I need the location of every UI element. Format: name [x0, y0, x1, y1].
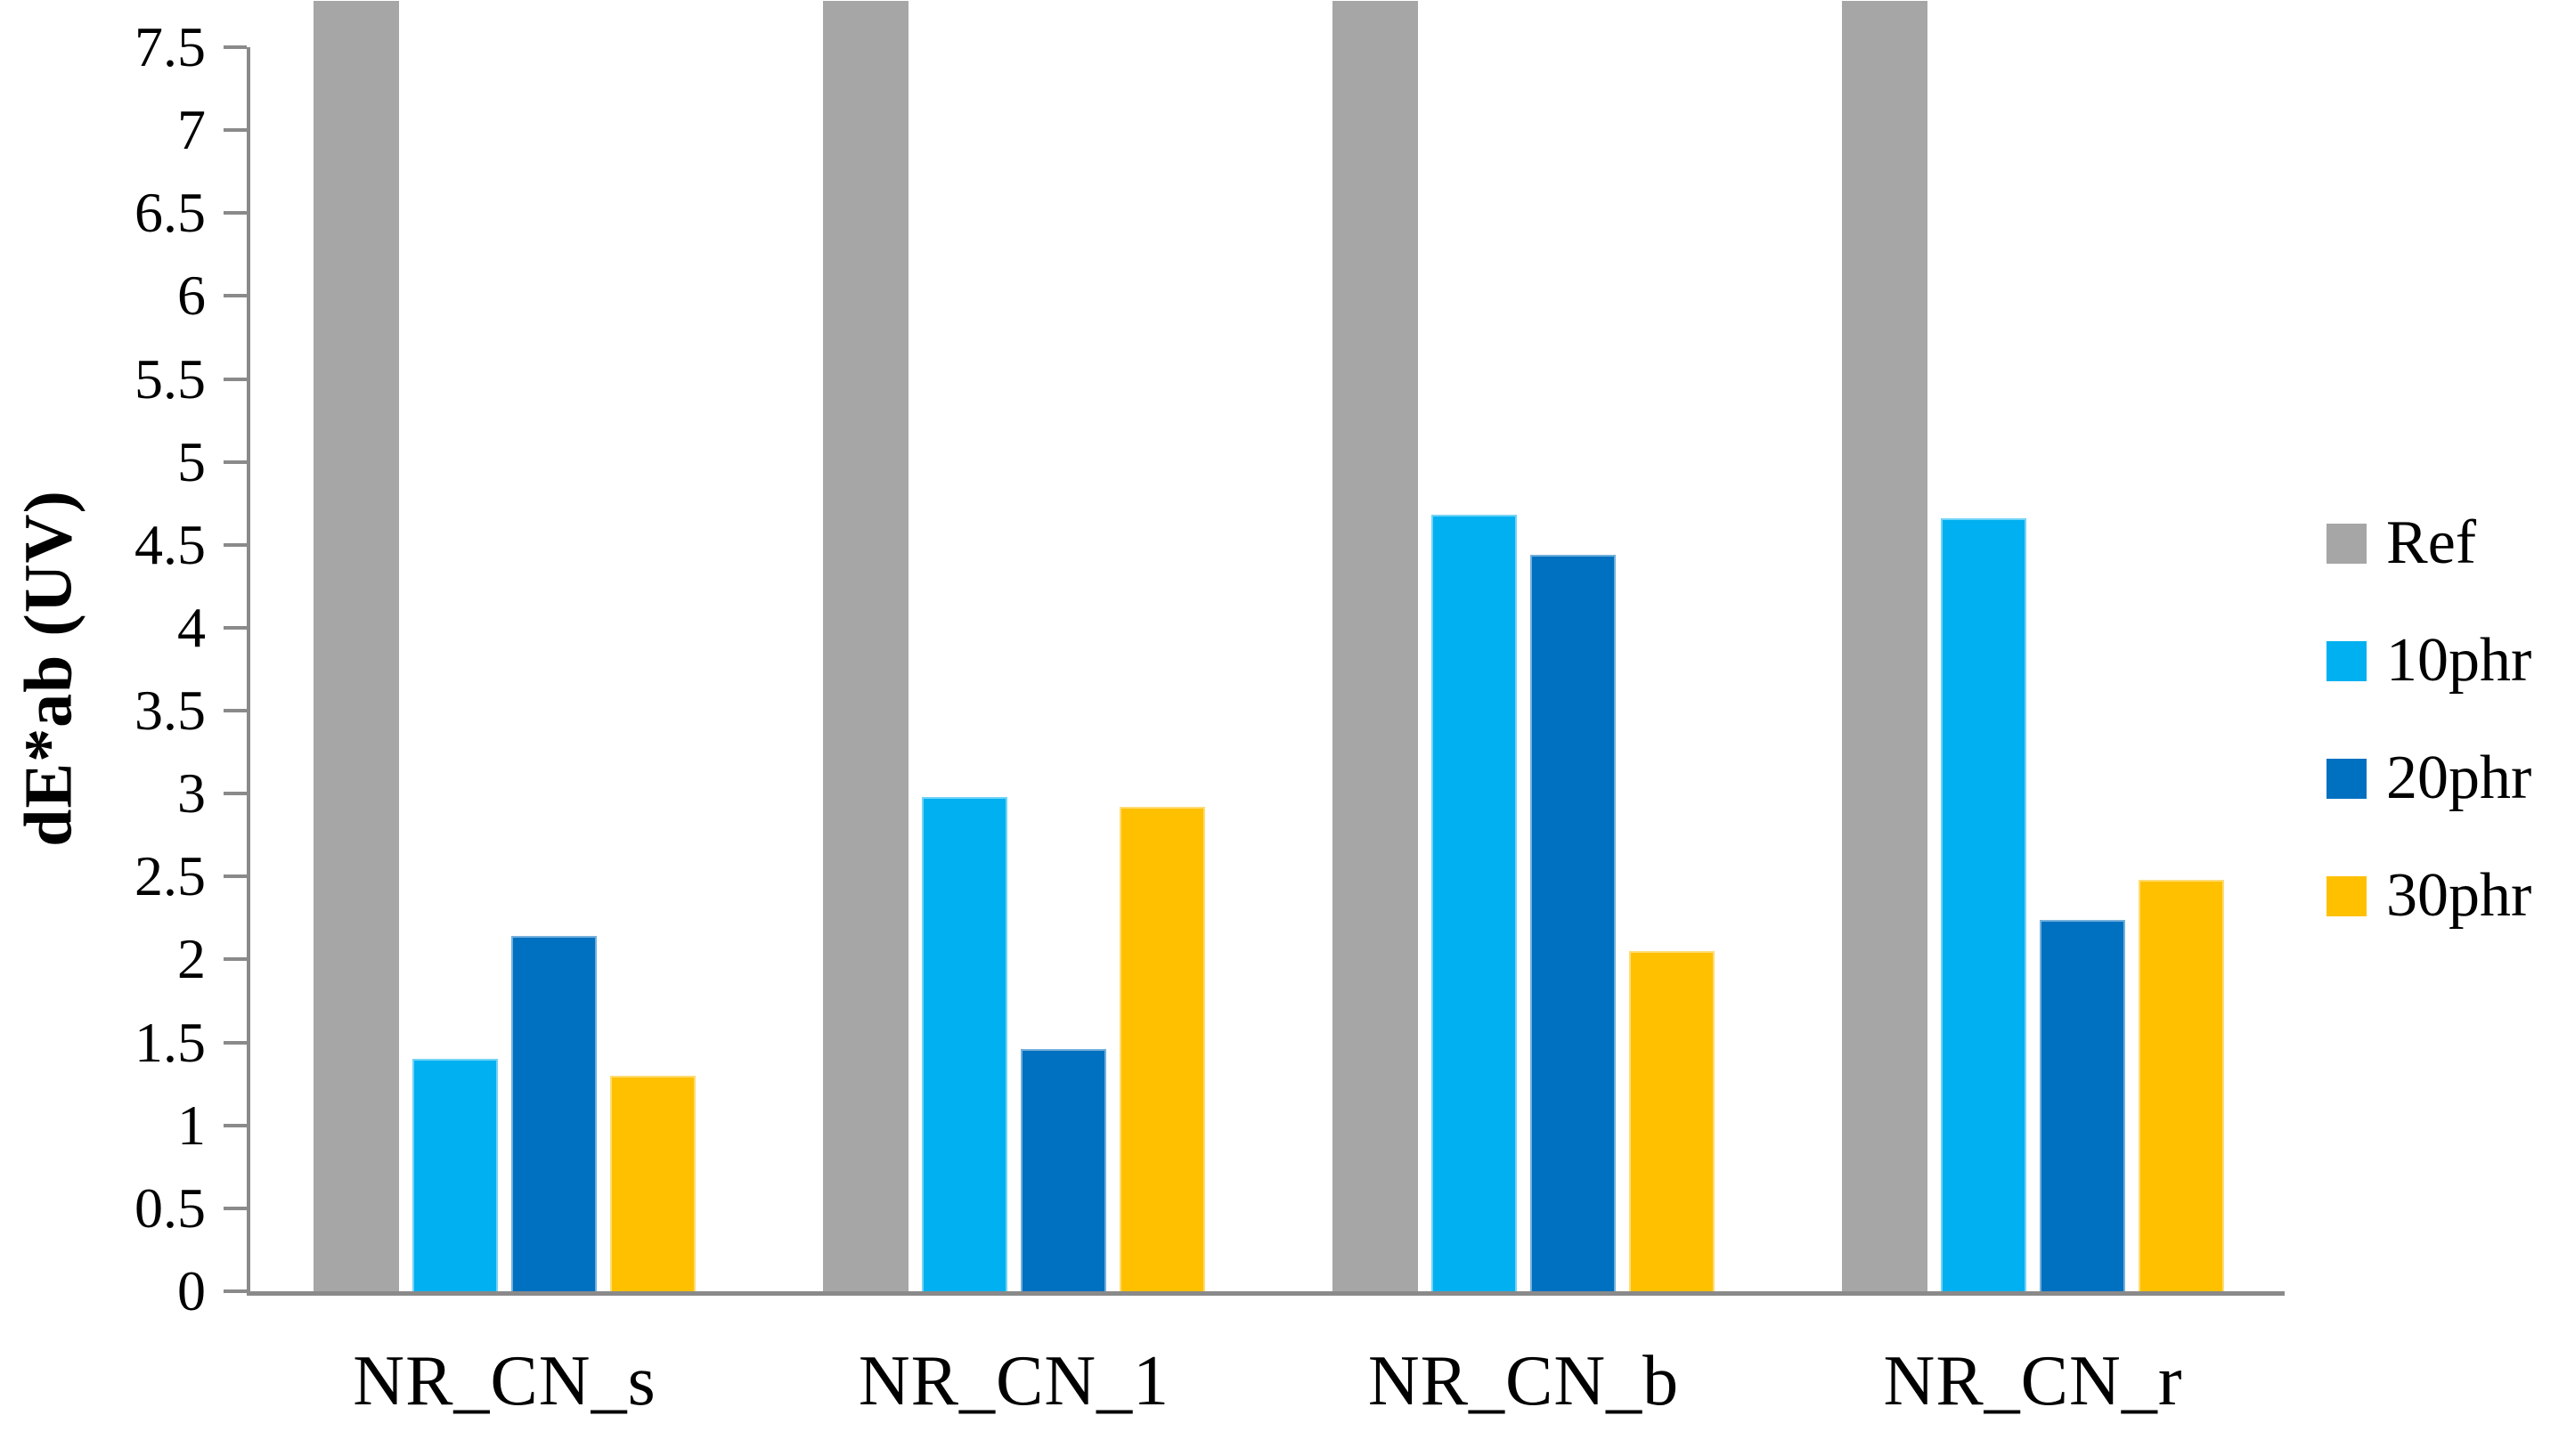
- bar-20phr-NR_CN_r: [2040, 919, 2125, 1291]
- y-tick-label: 6: [177, 264, 206, 328]
- y-tick: [224, 1040, 247, 1045]
- y-tick: [224, 709, 247, 713]
- y-tick-label: 5.5: [134, 346, 206, 411]
- y-tick-label: 2.5: [134, 844, 206, 908]
- bar-10phr-NR_CN_1: [922, 796, 1007, 1291]
- bar-10phr-NR_CN_r: [1941, 517, 2026, 1291]
- bar-Ref-NR_CN_b: [1332, 0, 1418, 1291]
- bar-20phr-NR_CN_b: [1530, 554, 1616, 1291]
- y-tick: [224, 1206, 247, 1210]
- legend-entry-Ref: Ref: [2326, 508, 2477, 577]
- y-tick-label: 7.5: [134, 15, 206, 78]
- bar-30phr-NR_CN_s: [610, 1075, 696, 1291]
- y-tick: [224, 1123, 247, 1127]
- y-axis-line: [247, 47, 250, 1296]
- bar-Ref-NR_CN_s: [314, 0, 399, 1291]
- y-tick-label: 4.5: [134, 512, 206, 576]
- y-tick-label: 3.5: [134, 679, 206, 743]
- y-tick: [224, 45, 247, 49]
- y-tick: [224, 957, 247, 962]
- x-axis-label: NR_CN_b: [1367, 1342, 1680, 1420]
- bar-Ref-NR_CN_1: [823, 0, 909, 1291]
- y-tick: [224, 460, 247, 464]
- bar-10phr-NR_CN_s: [412, 1059, 498, 1291]
- x-axis-label: NR_CN_s: [353, 1342, 656, 1420]
- bar-20phr-NR_CN_s: [511, 936, 597, 1291]
- y-tick-label: 1: [177, 1093, 206, 1157]
- bar-30phr-NR_CN_r: [2139, 880, 2224, 1291]
- legend-swatch-10phr: [2326, 640, 2367, 681]
- x-axis-line: [247, 1291, 2285, 1296]
- y-tick: [224, 377, 247, 381]
- bar-20phr-NR_CN_1: [1021, 1049, 1106, 1291]
- y-axis-title: dE*ab (UV): [11, 490, 86, 847]
- legend-entry-10phr: 10phr: [2326, 626, 2532, 695]
- y-tick: [224, 874, 247, 879]
- legend-label-Ref: Ref: [2386, 508, 2477, 577]
- y-tick: [224, 294, 247, 298]
- y-tick-label: 5: [177, 429, 206, 493]
- bar-Ref-NR_CN_r: [1842, 0, 1927, 1291]
- y-tick: [224, 128, 247, 133]
- legend-label-20phr: 20phr: [2386, 744, 2532, 812]
- y-tick-label: 6.5: [134, 181, 206, 245]
- y-tick-label: 3: [177, 761, 206, 826]
- y-tick: [224, 1289, 247, 1293]
- y-tick: [224, 792, 247, 796]
- y-tick: [224, 542, 247, 547]
- bar-30phr-NR_CN_b: [1629, 951, 1715, 1291]
- legend-swatch-20phr: [2326, 758, 2367, 799]
- legend: Ref 10phr 20phr 30phr: [2326, 0, 2575, 1456]
- bar-10phr-NR_CN_b: [1431, 515, 1517, 1291]
- legend-swatch-Ref: [2326, 523, 2367, 564]
- legend-entry-30phr: 30phr: [2326, 861, 2532, 930]
- y-tick: [224, 211, 247, 216]
- y-tick-label: 0: [177, 1259, 206, 1322]
- y-tick-label: 0.5: [134, 1175, 206, 1240]
- y-tick-label: 7: [177, 98, 206, 162]
- y-tick-label: 4: [177, 595, 206, 659]
- x-axis-label: NR_CN_1: [858, 1342, 1170, 1420]
- legend-label-30phr: 30phr: [2386, 861, 2532, 930]
- x-axis-label: NR_CN_r: [1883, 1342, 2183, 1420]
- legend-label-10phr: 10phr: [2386, 626, 2532, 695]
- legend-swatch-30phr: [2326, 875, 2367, 916]
- y-tick: [224, 625, 247, 630]
- y-tick-label: 2: [177, 927, 206, 991]
- bar-30phr-NR_CN_1: [1120, 807, 1205, 1291]
- legend-entry-20phr: 20phr: [2326, 744, 2532, 812]
- y-tick-label: 1.5: [134, 1010, 206, 1074]
